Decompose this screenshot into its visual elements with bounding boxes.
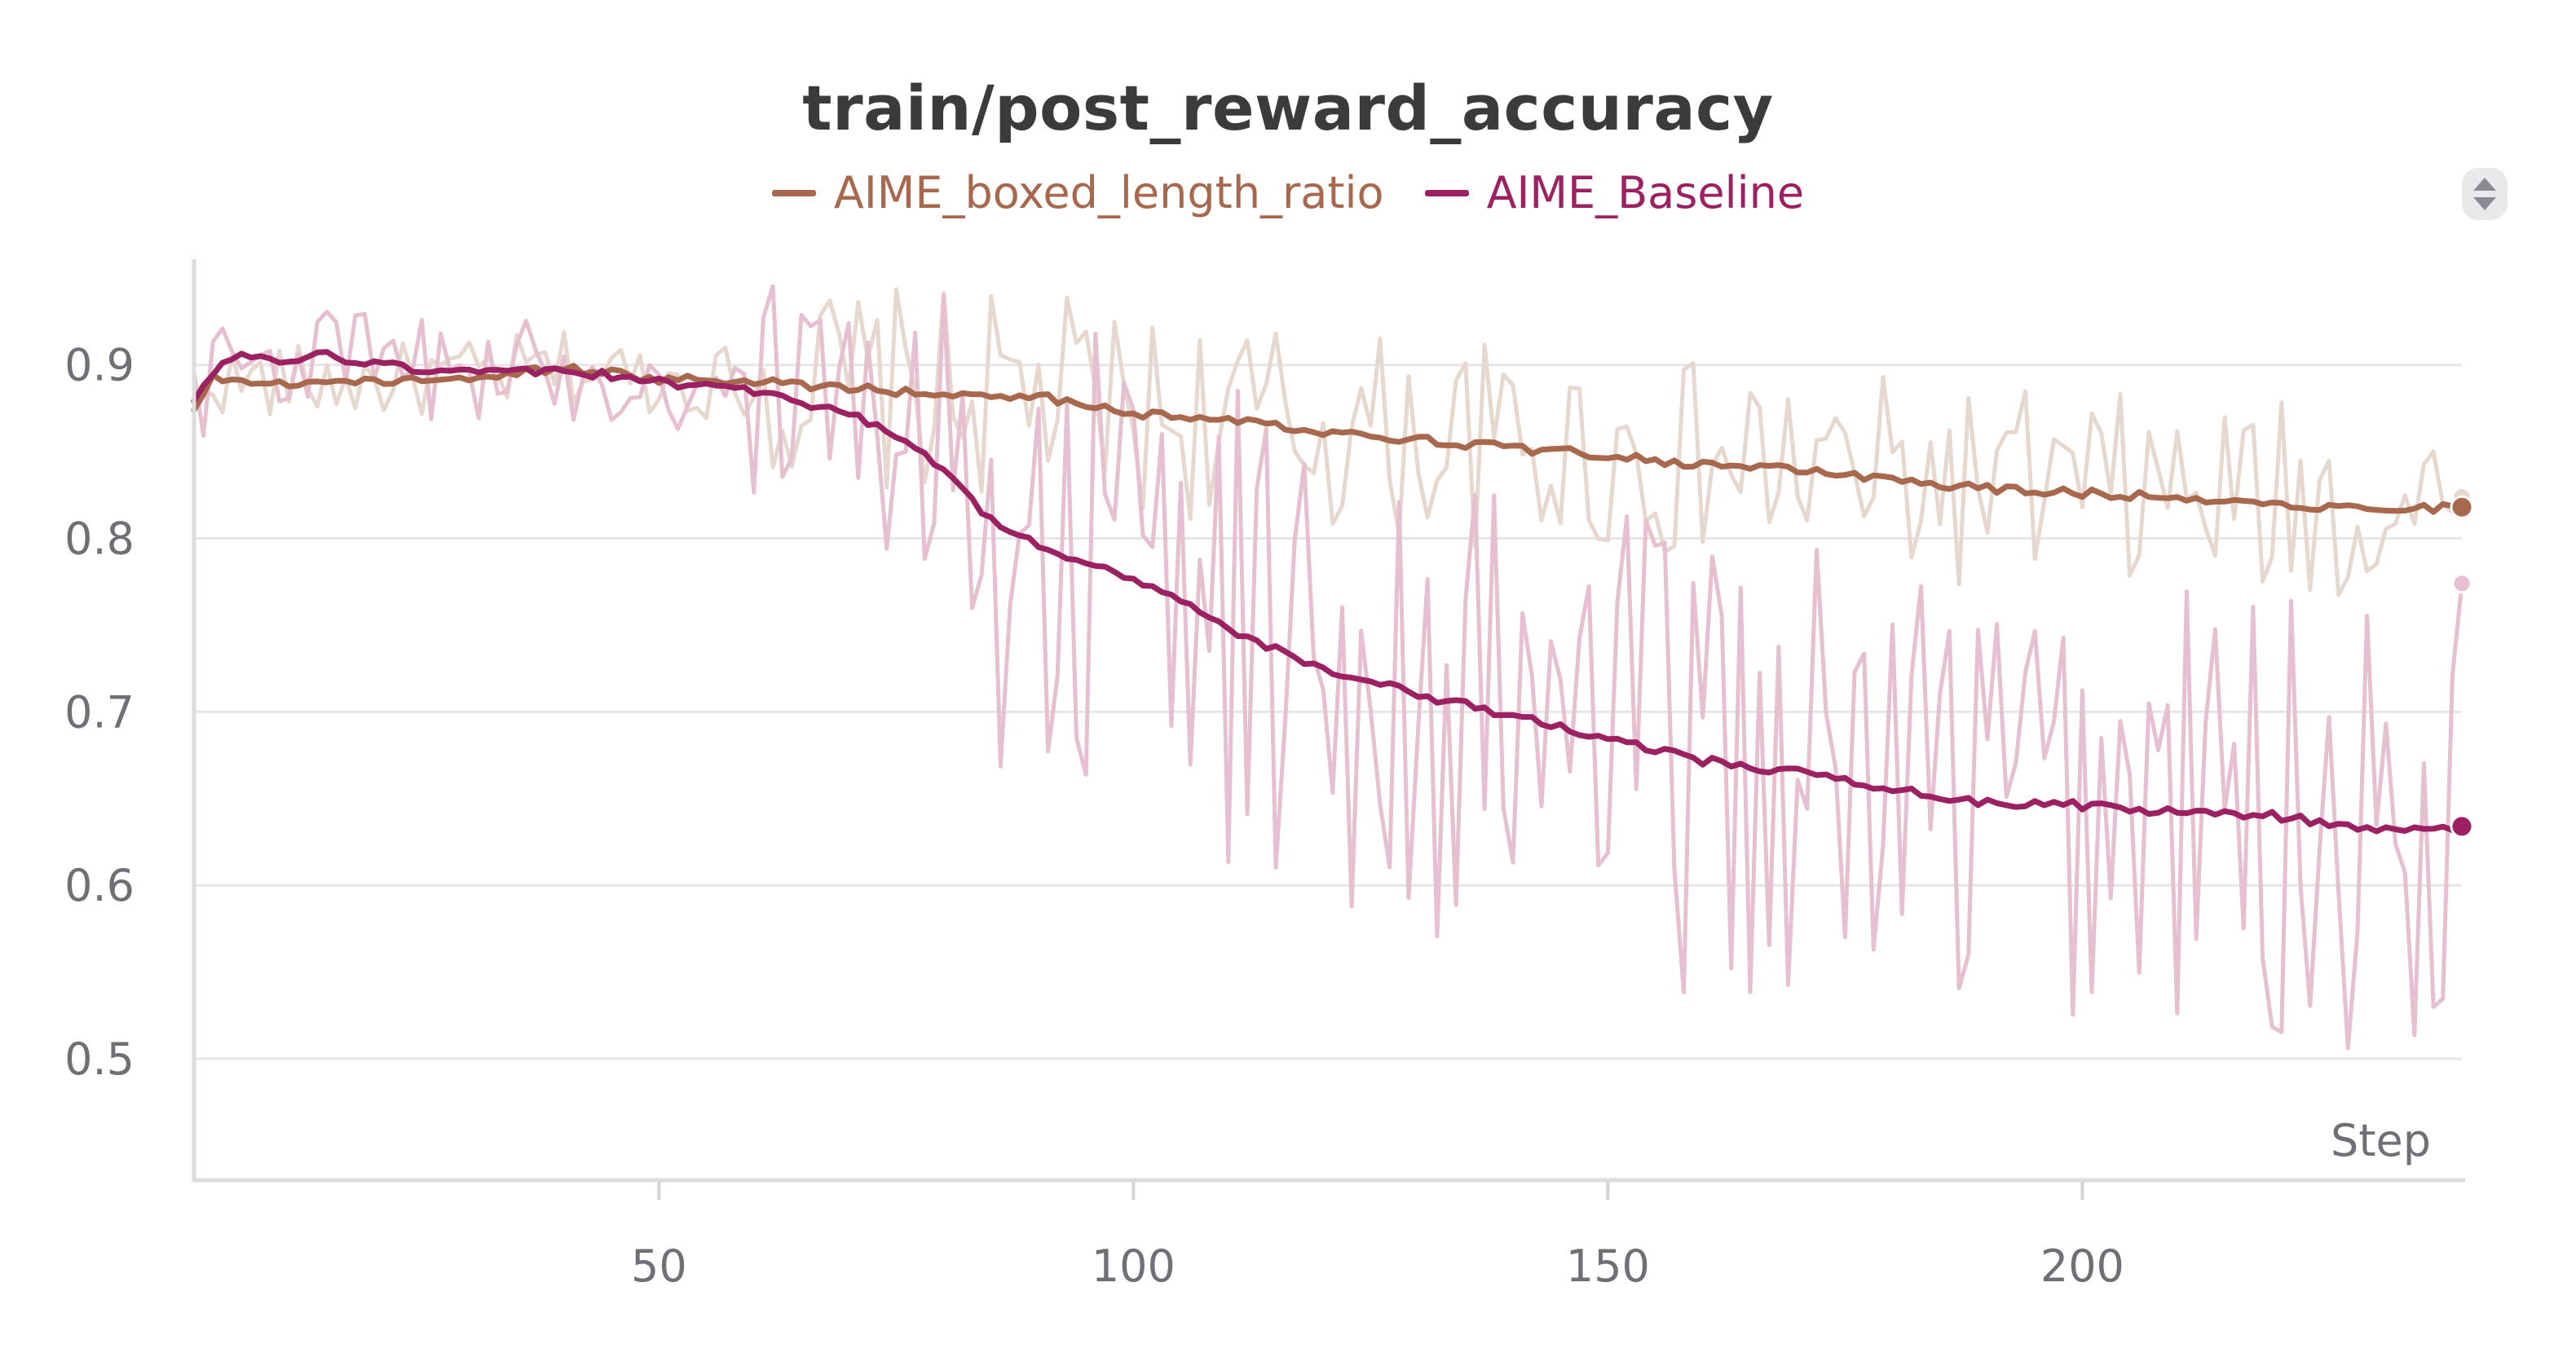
tick-labels: 0.5 0.6 0.7 0.8 0.9 50 100 150 200 Step	[64, 340, 2431, 1292]
x-tick-label-1: 100	[1092, 1241, 1176, 1292]
raw-end-point-1	[2451, 573, 2472, 594]
axes	[192, 259, 2465, 1200]
legend-item-boxed-length-ratio[interactable]: AIME_boxed_length_ratio	[771, 167, 1384, 218]
y-tick-label-4: 0.9	[64, 340, 135, 391]
x-axis-label: Step	[2331, 1115, 2431, 1166]
y-tick-label-2: 0.7	[64, 686, 135, 738]
smoothed-line-1	[191, 349, 2465, 835]
smoothed-series-layer	[191, 349, 2474, 839]
legend-label-boxed-length-ratio: AIME_boxed_length_ratio	[833, 167, 1384, 218]
smoothed-line-0	[191, 363, 2465, 515]
legend-swatch-boxed-length-ratio	[771, 189, 816, 196]
legend: AIME_boxed_length_ratio AIME_Baseline	[0, 167, 2576, 218]
legend-swatch-baseline	[1424, 189, 1469, 196]
y-tick-label-1: 0.6	[64, 860, 135, 911]
x-tick-label-0: 50	[631, 1241, 687, 1292]
y-tick-label-0: 0.5	[64, 1033, 135, 1085]
legend-label-baseline: AIME_Baseline	[1486, 167, 1805, 218]
x-tick-label-3: 200	[2040, 1241, 2124, 1292]
y-tick-label-3: 0.8	[64, 513, 135, 565]
chart-title: train/post_reward_accuracy	[802, 72, 1774, 144]
smoothed-end-point-1	[2450, 814, 2474, 839]
raw-line-0	[193, 287, 2464, 597]
raw-line-1	[192, 284, 2464, 1051]
x-tick-label-2: 150	[1566, 1241, 1650, 1292]
legend-item-baseline[interactable]: AIME_Baseline	[1424, 167, 1805, 218]
smoothed-end-point-0	[2450, 495, 2474, 519]
chevron-up-down-icon[interactable]	[2459, 165, 2511, 223]
raw-series-layer	[192, 284, 2464, 1051]
